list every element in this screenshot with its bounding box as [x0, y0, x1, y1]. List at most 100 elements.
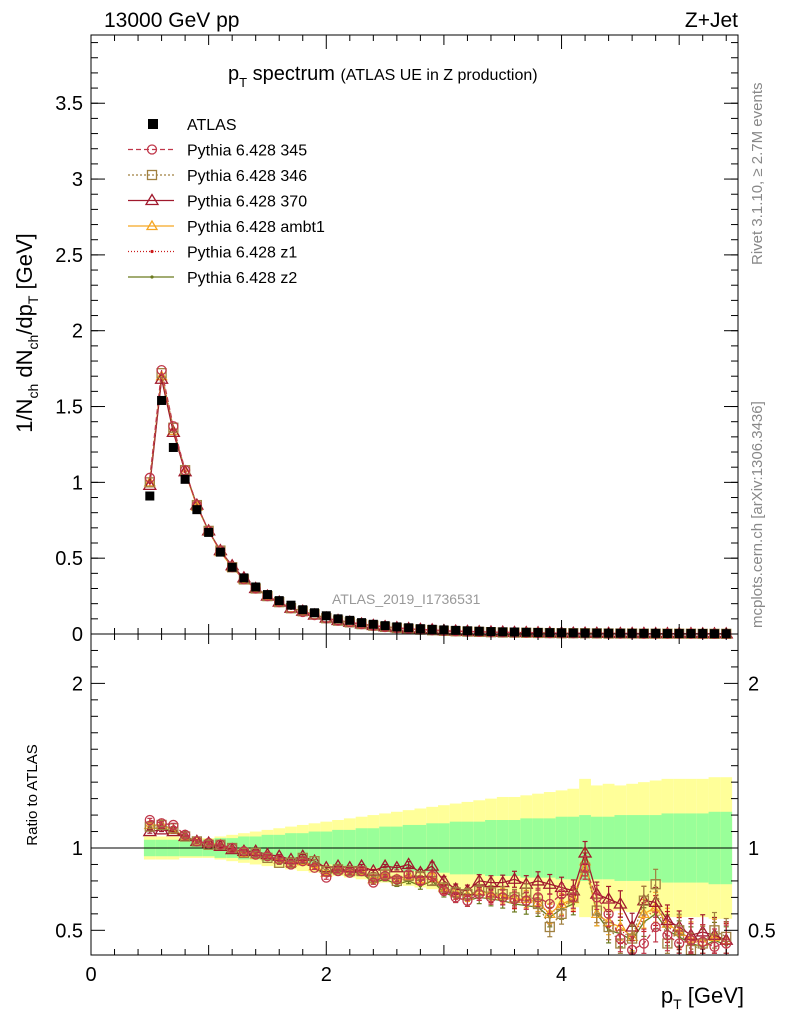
atlas-data-point: [568, 628, 578, 638]
ratio-series-0-point: [521, 895, 532, 906]
ratio-series-0-point: [485, 892, 497, 903]
ratio-series-0-point: [227, 842, 238, 854]
atlas-data-point: [274, 596, 284, 606]
atlas-data-point: [345, 615, 355, 625]
atlas-data-point: [392, 622, 402, 632]
legend-label: ATLAS: [187, 117, 237, 134]
ratio-series-line-0: [149, 819, 727, 951]
ratio-series-0-point: [403, 869, 414, 880]
main-y-tick-label: 1: [72, 472, 83, 494]
ratio-series-3-point: [637, 907, 651, 918]
ratio-series-2-point: [166, 824, 181, 837]
legend-label: Pythia 6.428 ambt1: [187, 219, 325, 236]
legend: ATLAS Pythia 6.428 345 Pythia 6.428 346 Pyt…: [128, 117, 325, 287]
atlas-data-point: [310, 608, 320, 618]
x-tick-label: 2: [321, 964, 332, 986]
ratio-series-2-point: [424, 858, 440, 871]
series-1-point: [168, 421, 179, 432]
ratio-series-1-point: [638, 895, 650, 906]
atlas-data-point: [204, 527, 214, 537]
main-title-suffix: spectrum: [247, 63, 335, 85]
atlas-data-point: [521, 627, 531, 637]
atlas-data-point: [157, 395, 167, 405]
legend-marker: [146, 144, 158, 155]
mcplots-label: mcplots.cern.ch [arXiv:1306.3436]: [749, 401, 766, 628]
main-y-tick-label: 2: [72, 321, 83, 343]
series-1-point: [156, 364, 167, 376]
ratio-series-2-point: [542, 876, 557, 889]
ratio-series-0-point: [285, 859, 297, 870]
main-y-axis-label: 1/Nch dNch/dpT [GeV]: [12, 233, 41, 433]
ratio-series-2-point: [366, 863, 381, 876]
series-1-point: [179, 465, 191, 476]
ratio-series-1-point: [650, 879, 661, 890]
ratio-series-0-point: [332, 865, 344, 877]
atlas-data-point: [639, 628, 649, 638]
legend-marker: [146, 169, 158, 181]
main-title-prefix: p: [228, 63, 239, 85]
ratio-series-2-point: [213, 839, 228, 852]
main-y-tick-label: 1.5: [55, 397, 83, 419]
legend-label: Pythia 6.428 346: [187, 168, 307, 185]
main-y-tick-label: 3: [72, 169, 83, 191]
ratio-series-0-point: [650, 921, 661, 933]
ratio-series-0-point: [415, 875, 426, 887]
ratio-series-0-point: [391, 874, 403, 885]
atlas-data-point: [615, 628, 625, 638]
ratio-y-tick-label-right: 2: [748, 673, 759, 695]
atlas-data-point: [427, 624, 437, 634]
ratio-series-0-point: [685, 935, 697, 946]
main-title: pT spectrum (ATLAS UE in Z production): [228, 63, 538, 90]
ratio-series-0-point: [309, 862, 320, 873]
atlas-data-point: [474, 626, 484, 636]
ratio-series-0-point: [697, 936, 708, 947]
legend-marker-atlas: [148, 119, 158, 129]
x-axis-label: pT [GeV]: [661, 983, 744, 1012]
main-y-tick-label: 0: [72, 624, 83, 646]
ratio-series-0-point: [250, 849, 261, 860]
ratio-series-0-point: [144, 814, 155, 826]
ratio-series-2-point: [507, 872, 522, 884]
atlas-data-point: [145, 491, 155, 501]
ratio-series-0-point: [568, 892, 579, 903]
atlas-data-point: [168, 442, 178, 452]
ratio-series-0-point: [179, 829, 191, 840]
ratio-frame: [90, 633, 739, 956]
atlas-data-point: [180, 474, 190, 484]
ratio-series-0-point: [156, 818, 167, 829]
ratio-series-0-point: [721, 938, 732, 949]
atlas-data-point: [498, 627, 508, 637]
ratio-series-0-point: [191, 836, 203, 847]
ratio-series-1-point: [544, 921, 555, 933]
ratio-series-0-point: [297, 856, 308, 867]
ratio-series-2-point: [530, 873, 546, 886]
legend-label: Pythia 6.428 370: [187, 194, 307, 211]
legend-marker: [150, 275, 154, 279]
ratio-series-0-point: [579, 862, 591, 873]
main-title-note: (ATLAS UE in Z production): [340, 67, 537, 84]
ratio-series-0-point: [438, 885, 450, 896]
x-tick-label: 4: [556, 964, 567, 986]
atlas-data-point: [262, 590, 272, 600]
ratio-series-0-point: [356, 865, 367, 877]
ratio-series-0-point: [450, 892, 461, 903]
series-3-point: [142, 478, 157, 491]
x-tick-label: 0: [85, 964, 96, 986]
legend-label: Pythia 6.428 z2: [187, 270, 297, 287]
ratio-series-0-point: [591, 892, 602, 903]
ratio-series-line-1: [149, 824, 727, 951]
legend-label: Pythia 6.428 345: [187, 143, 307, 160]
ratio-series-0-point: [603, 908, 614, 919]
ratio-series-0-point: [709, 941, 720, 952]
rivet-version-label: Rivet 3.1.10, ≥ 2.7M events: [749, 83, 766, 266]
ratio-series-0-point: [497, 892, 508, 903]
atlas-data-point: [215, 547, 225, 557]
ratio-series-0-point: [532, 892, 544, 903]
ratio-series-2-point: [389, 860, 405, 873]
main-y-tick-label: 0.5: [55, 548, 83, 570]
series-2-point: [144, 477, 155, 488]
atlas-data-point: [357, 618, 367, 628]
ratio-series-1-point: [556, 908, 567, 919]
legend-label: Pythia 6.428 z1: [187, 245, 297, 262]
ratio-series-0-point: [426, 870, 438, 882]
